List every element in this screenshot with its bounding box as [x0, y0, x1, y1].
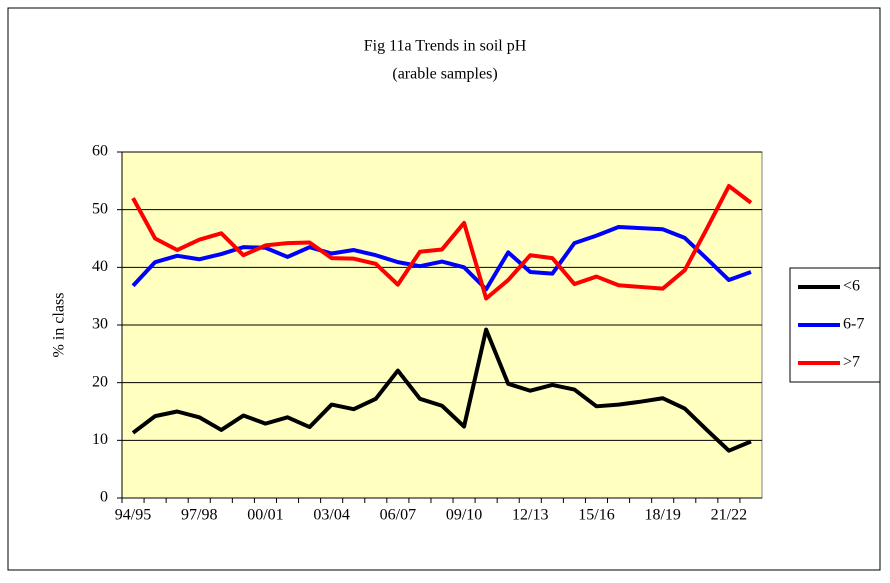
x-tick-label: 21/22	[711, 507, 747, 524]
legend-label: 6-7	[843, 316, 864, 333]
x-tick-label: 00/01	[247, 507, 283, 524]
chart-subtitle: (arable samples)	[392, 66, 497, 83]
x-tick-label: 97/98	[181, 507, 217, 524]
data-line	[131, 327, 752, 453]
x-tick-label: 09/10	[446, 507, 482, 524]
legend-label: <6	[843, 278, 860, 295]
y-tick-label: 30	[92, 316, 108, 333]
x-tick-label: 06/07	[380, 507, 416, 524]
y-tick-label: 60	[92, 143, 108, 160]
y-tick-label: 40	[92, 258, 108, 275]
x-tick-label: 15/16	[578, 507, 614, 524]
y-axis-label: % in class	[51, 293, 68, 358]
data-line	[131, 184, 753, 301]
legend-label: >7	[843, 354, 860, 371]
x-tick-label: 12/13	[512, 507, 548, 524]
y-tick-label: 50	[92, 200, 108, 217]
x-tick-label: 94/95	[115, 507, 151, 524]
y-tick-label: 0	[100, 489, 108, 506]
y-tick-label: 20	[92, 373, 108, 390]
x-tick-label: 03/04	[313, 507, 349, 524]
x-tick-label: 18/19	[644, 507, 680, 524]
y-tick-label: 10	[92, 431, 108, 448]
chart-title: Fig 11a Trends in soil pH	[364, 38, 527, 55]
